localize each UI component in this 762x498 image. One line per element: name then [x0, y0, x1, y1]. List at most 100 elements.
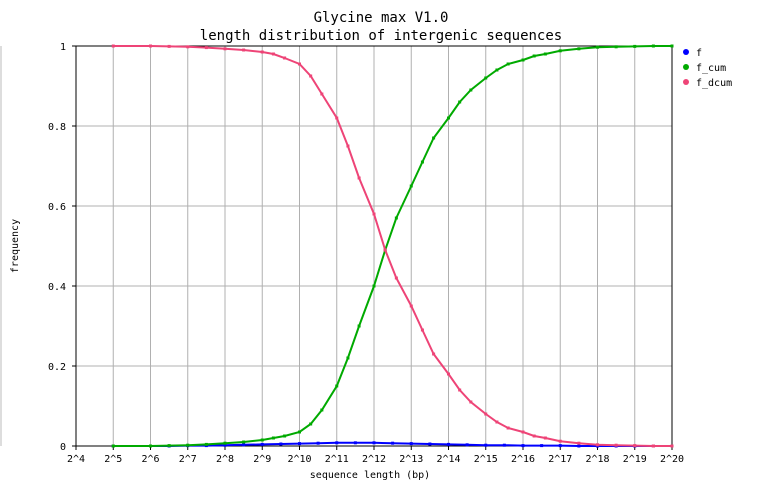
data-point: [242, 48, 246, 52]
x-tick-label: 2^10: [287, 454, 311, 465]
data-point: [111, 444, 115, 448]
chart-title-line-1: Glycine max V1.0: [314, 10, 449, 26]
series-line: [113, 441, 672, 447]
x-tick-label: 2^6: [141, 454, 159, 465]
data-point: [465, 443, 469, 447]
data-point: [335, 116, 339, 120]
data-point: [111, 44, 115, 48]
data-point: [394, 276, 398, 280]
data-point: [432, 352, 436, 356]
x-tick-label: 2^18: [585, 454, 609, 465]
data-point: [353, 441, 357, 445]
x-tick-label: 2^9: [253, 454, 271, 465]
data-point: [223, 47, 227, 51]
data-point: [577, 47, 581, 51]
data-point: [506, 426, 510, 430]
data-point: [204, 442, 208, 446]
data-point: [186, 45, 190, 49]
data-point: [298, 442, 301, 446]
data-point: [223, 443, 227, 447]
data-point: [558, 444, 562, 448]
y-axis-label: frequency: [10, 219, 21, 273]
data-point: [279, 442, 283, 446]
data-point: [204, 46, 208, 50]
data-point: [167, 444, 171, 448]
data-point: [614, 443, 618, 447]
y-tick-label: 1: [60, 42, 66, 53]
legend-marker: [683, 79, 689, 85]
x-tick-label: 2^12: [362, 454, 386, 465]
data-point: [283, 56, 287, 60]
data-point: [670, 44, 674, 48]
data-point: [484, 412, 488, 416]
data-point: [283, 434, 287, 438]
data-point: [186, 443, 190, 447]
data-point: [447, 116, 450, 120]
series-line: [113, 45, 672, 447]
legend-entry: f: [696, 48, 702, 59]
data-point: [298, 62, 301, 66]
data-point: [335, 384, 339, 388]
data-point: [149, 444, 152, 448]
data-point: [316, 441, 320, 445]
data-point: [651, 44, 655, 48]
data-point: [298, 430, 301, 434]
data-point: [469, 88, 473, 92]
data-point: [577, 444, 581, 448]
data-point: [409, 184, 413, 188]
legend-entry: f_dcum: [696, 78, 732, 89]
data-point: [543, 52, 547, 56]
y-tick-label: 0.8: [48, 122, 66, 133]
data-point: [502, 443, 506, 447]
data-point: [558, 49, 562, 53]
data-point: [458, 388, 462, 392]
x-axis-label: sequence length (bp): [310, 470, 430, 481]
series-line: [113, 45, 672, 447]
x-tick-label: 2^5: [104, 454, 122, 465]
series-layer: [111, 44, 674, 448]
data-point: [506, 62, 510, 66]
series-f-dcum: [111, 44, 674, 448]
data-point: [651, 444, 655, 448]
data-point: [167, 44, 171, 48]
data-point: [532, 434, 536, 438]
data-point: [149, 44, 152, 48]
data-point: [432, 136, 436, 140]
data-point: [223, 441, 227, 445]
data-point: [558, 439, 562, 443]
series-f-cum: [111, 44, 674, 448]
y-tick-label: 0.6: [48, 202, 66, 213]
x-tick-label: 2^7: [179, 454, 197, 465]
data-point: [372, 441, 376, 445]
data-point: [495, 420, 499, 424]
data-point: [521, 444, 525, 448]
data-point: [596, 45, 599, 49]
x-tick-label: 2^15: [474, 454, 498, 465]
data-point: [335, 441, 339, 445]
data-point: [633, 444, 637, 448]
data-point: [271, 436, 275, 440]
y-ticks: 0 0.2 0.4 0.6 0.8 1: [48, 42, 76, 453]
legend-marker: [683, 49, 689, 55]
data-point: [532, 54, 536, 58]
data-point: [242, 443, 246, 447]
data-point: [469, 400, 473, 404]
data-point: [540, 444, 544, 448]
data-point: [391, 441, 395, 445]
data-point: [521, 430, 525, 434]
data-point: [614, 45, 618, 49]
legend: f f_cum f_dcum: [683, 48, 732, 89]
x-tick-label: 2^19: [623, 454, 647, 465]
x-tick-label: 2^4: [67, 454, 85, 465]
chart-title-line-2: length distribution of intergenic sequen…: [200, 28, 562, 44]
data-point: [383, 248, 387, 252]
data-point: [260, 438, 264, 442]
data-point: [428, 442, 432, 446]
data-point: [596, 443, 599, 447]
data-point: [670, 444, 674, 448]
legend-entry: f_cum: [696, 63, 726, 74]
y-tick-label: 0.4: [48, 282, 66, 293]
data-point: [521, 58, 525, 62]
data-point: [447, 372, 450, 376]
